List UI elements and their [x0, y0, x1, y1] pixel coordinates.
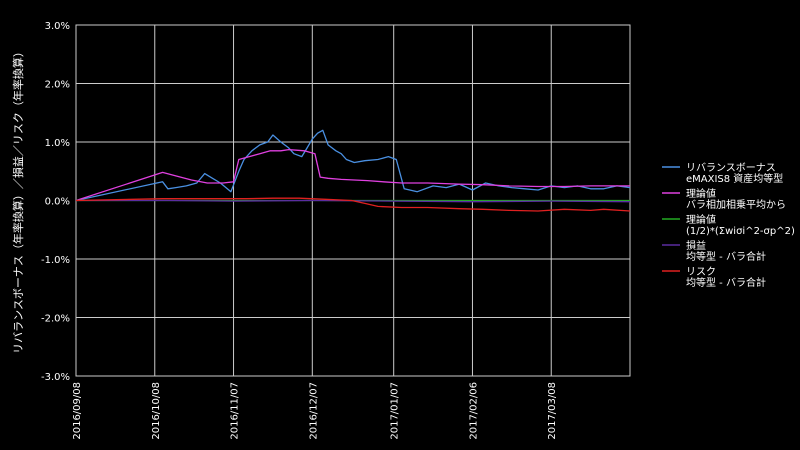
y-axis-label: リバランスボーナス（年率換算）／損益／リスク（年率換算）: [11, 46, 25, 354]
y-tick-label: -3.0%: [41, 372, 70, 383]
series-line-0: [75, 129, 631, 202]
series-line-4: [75, 197, 631, 212]
y-tick-label: -1.0%: [41, 255, 70, 266]
legend-label-1: バラ相加相乗平均から: [686, 198, 786, 211]
legend-label-2: (1/2)*(Σwiσi^2-σp^2): [686, 226, 795, 237]
x-tick-label: 2017/03/08: [547, 382, 558, 440]
y-tick-label: -2.0%: [41, 314, 70, 325]
y-tick-label: 1.0%: [45, 138, 70, 149]
legend-label-4: リスク: [686, 266, 716, 278]
series-line-1: [75, 148, 630, 202]
y-tick-label: 0.0%: [45, 197, 70, 208]
y-tick-label: 2.0%: [45, 80, 70, 91]
y-tick-labels: 3.0% 2.0% 1.0% 0.0% -1.0% -2.0% -3.0%: [41, 21, 70, 383]
x-tick-labels: 2016/09/08 2016/10/08 2016/11/07 2016/12/07…: [72, 382, 558, 440]
x-tick-label: 2016/10/08: [151, 382, 162, 440]
x-tick-label: 2016/09/08: [72, 382, 83, 440]
legend-label-0: eMAXIS8 資産均等型: [686, 172, 783, 185]
series-lines: [75, 129, 631, 212]
legend-label-1: 理論値: [686, 187, 716, 200]
legend-label-3: 損益: [686, 239, 706, 252]
x-tick-label: 2017/02/06: [468, 382, 479, 440]
legend-label-0: リバランスボーナス: [686, 162, 776, 174]
legend-label-3: 均等型 - バラ合計: [686, 250, 766, 263]
x-tick-label: 2016/12/07: [308, 382, 319, 440]
x-tick-label: 2016/11/07: [230, 382, 241, 440]
legend-label-2: 理論値: [686, 213, 716, 226]
x-tick-label: 2017/01/07: [390, 382, 401, 440]
y-tick-label: 3.0%: [45, 21, 70, 32]
legend-label-4: 均等型 - バラ合計: [686, 276, 766, 289]
